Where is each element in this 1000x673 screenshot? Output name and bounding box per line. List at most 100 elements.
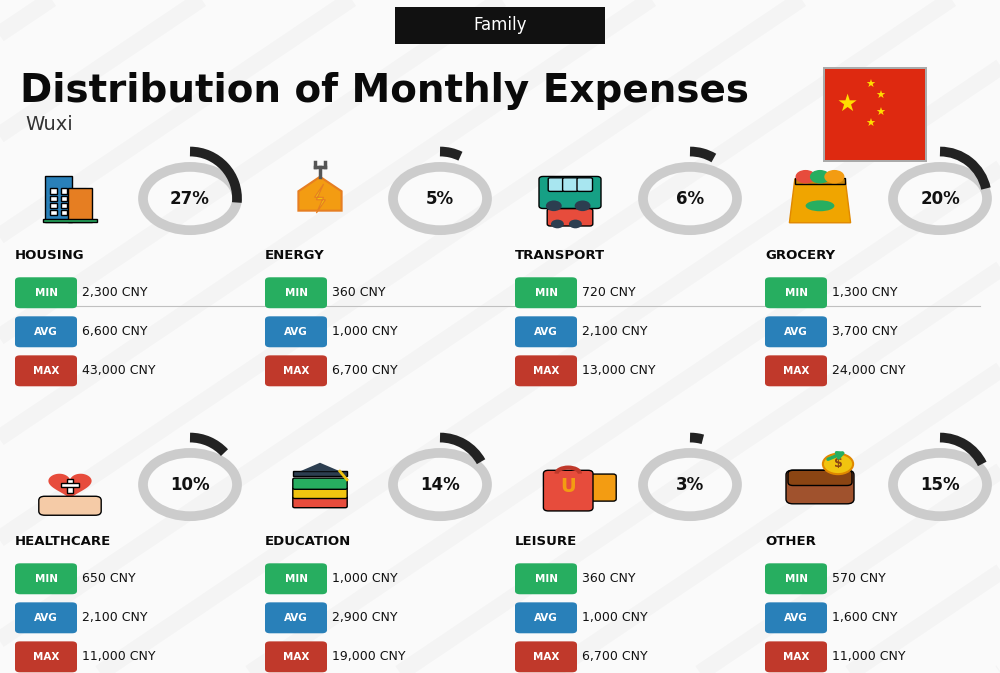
FancyBboxPatch shape (265, 355, 327, 386)
Polygon shape (315, 184, 325, 213)
FancyBboxPatch shape (39, 496, 101, 516)
Text: 2,100 CNY: 2,100 CNY (582, 325, 648, 339)
Text: ★: ★ (865, 80, 875, 90)
Text: MAX: MAX (283, 652, 309, 662)
Text: 6,600 CNY: 6,600 CNY (82, 325, 148, 339)
FancyBboxPatch shape (765, 316, 827, 347)
Text: Distribution of Monthly Expenses: Distribution of Monthly Expenses (20, 72, 749, 110)
Text: AVG: AVG (784, 327, 808, 336)
FancyBboxPatch shape (265, 277, 327, 308)
Text: 3,700 CNY: 3,700 CNY (832, 325, 898, 339)
Polygon shape (48, 474, 92, 500)
Text: ★: ★ (875, 92, 885, 101)
Text: Family: Family (473, 16, 527, 34)
FancyBboxPatch shape (563, 178, 578, 191)
Text: 3%: 3% (676, 476, 704, 493)
Text: 11,000 CNY: 11,000 CNY (82, 650, 156, 664)
Text: 1,000 CNY: 1,000 CNY (332, 572, 398, 586)
Circle shape (823, 454, 853, 474)
FancyBboxPatch shape (293, 487, 347, 499)
FancyBboxPatch shape (543, 470, 593, 511)
Circle shape (569, 219, 582, 228)
Text: OTHER: OTHER (765, 535, 816, 548)
Text: MAX: MAX (33, 366, 59, 376)
Text: MAX: MAX (783, 652, 809, 662)
Ellipse shape (806, 201, 834, 211)
Text: GROCERY: GROCERY (765, 249, 835, 262)
FancyBboxPatch shape (823, 67, 927, 162)
Text: 5%: 5% (426, 190, 454, 207)
FancyBboxPatch shape (50, 196, 57, 201)
FancyBboxPatch shape (43, 219, 97, 221)
Text: 43,000 CNY: 43,000 CNY (82, 364, 156, 378)
Text: U: U (560, 477, 576, 497)
Text: MIN: MIN (784, 574, 808, 583)
FancyBboxPatch shape (15, 563, 77, 594)
FancyBboxPatch shape (67, 479, 73, 493)
Text: ★: ★ (836, 92, 858, 116)
FancyBboxPatch shape (548, 178, 564, 191)
Text: AVG: AVG (784, 613, 808, 623)
FancyBboxPatch shape (765, 602, 827, 633)
Circle shape (551, 219, 564, 228)
FancyBboxPatch shape (515, 277, 577, 308)
Text: MAX: MAX (33, 652, 59, 662)
FancyBboxPatch shape (765, 641, 827, 672)
Text: MAX: MAX (533, 652, 559, 662)
FancyBboxPatch shape (15, 641, 77, 672)
Text: 10%: 10% (170, 476, 210, 493)
Text: ENERGY: ENERGY (265, 249, 325, 262)
FancyBboxPatch shape (15, 277, 77, 308)
FancyBboxPatch shape (15, 316, 77, 347)
Text: HOUSING: HOUSING (15, 249, 85, 262)
Text: EDUCATION: EDUCATION (265, 535, 351, 548)
Text: 2,300 CNY: 2,300 CNY (82, 286, 148, 299)
FancyBboxPatch shape (577, 178, 593, 191)
FancyBboxPatch shape (786, 470, 854, 504)
FancyBboxPatch shape (585, 474, 616, 501)
Text: MAX: MAX (783, 366, 809, 376)
FancyBboxPatch shape (45, 176, 72, 221)
Text: Wuxi: Wuxi (25, 115, 73, 134)
FancyBboxPatch shape (61, 210, 67, 215)
Polygon shape (300, 463, 340, 471)
Text: MIN: MIN (285, 288, 308, 297)
Text: AVG: AVG (534, 327, 558, 336)
Text: 20%: 20% (920, 190, 960, 207)
Text: MIN: MIN (534, 574, 558, 583)
FancyBboxPatch shape (539, 176, 601, 209)
Text: 360 CNY: 360 CNY (582, 572, 636, 586)
FancyBboxPatch shape (293, 471, 347, 476)
FancyBboxPatch shape (788, 470, 852, 485)
Text: 6,700 CNY: 6,700 CNY (582, 650, 648, 664)
Text: 360 CNY: 360 CNY (332, 286, 386, 299)
FancyBboxPatch shape (765, 277, 827, 308)
Text: ★: ★ (865, 118, 875, 129)
Text: TRANSPORT: TRANSPORT (515, 249, 605, 262)
FancyBboxPatch shape (515, 563, 577, 594)
Circle shape (796, 170, 816, 184)
FancyBboxPatch shape (515, 602, 577, 633)
Text: MAX: MAX (533, 366, 559, 376)
FancyBboxPatch shape (15, 602, 77, 633)
Text: HEALTHCARE: HEALTHCARE (15, 535, 111, 548)
Text: 6%: 6% (676, 190, 704, 207)
Text: 1,000 CNY: 1,000 CNY (332, 325, 398, 339)
Text: MAX: MAX (283, 366, 309, 376)
Text: 6,700 CNY: 6,700 CNY (332, 364, 398, 378)
Text: 720 CNY: 720 CNY (582, 286, 636, 299)
Text: 2,100 CNY: 2,100 CNY (82, 611, 148, 625)
FancyBboxPatch shape (265, 563, 327, 594)
Circle shape (810, 170, 830, 184)
FancyBboxPatch shape (293, 478, 347, 489)
Text: AVG: AVG (534, 613, 558, 623)
Text: AVG: AVG (284, 327, 308, 336)
Text: 2,900 CNY: 2,900 CNY (332, 611, 398, 625)
Text: 650 CNY: 650 CNY (82, 572, 136, 586)
Text: 1,600 CNY: 1,600 CNY (832, 611, 898, 625)
Text: 27%: 27% (170, 190, 210, 207)
FancyBboxPatch shape (61, 188, 67, 194)
FancyBboxPatch shape (515, 355, 577, 386)
FancyBboxPatch shape (825, 69, 925, 160)
FancyBboxPatch shape (547, 209, 593, 226)
